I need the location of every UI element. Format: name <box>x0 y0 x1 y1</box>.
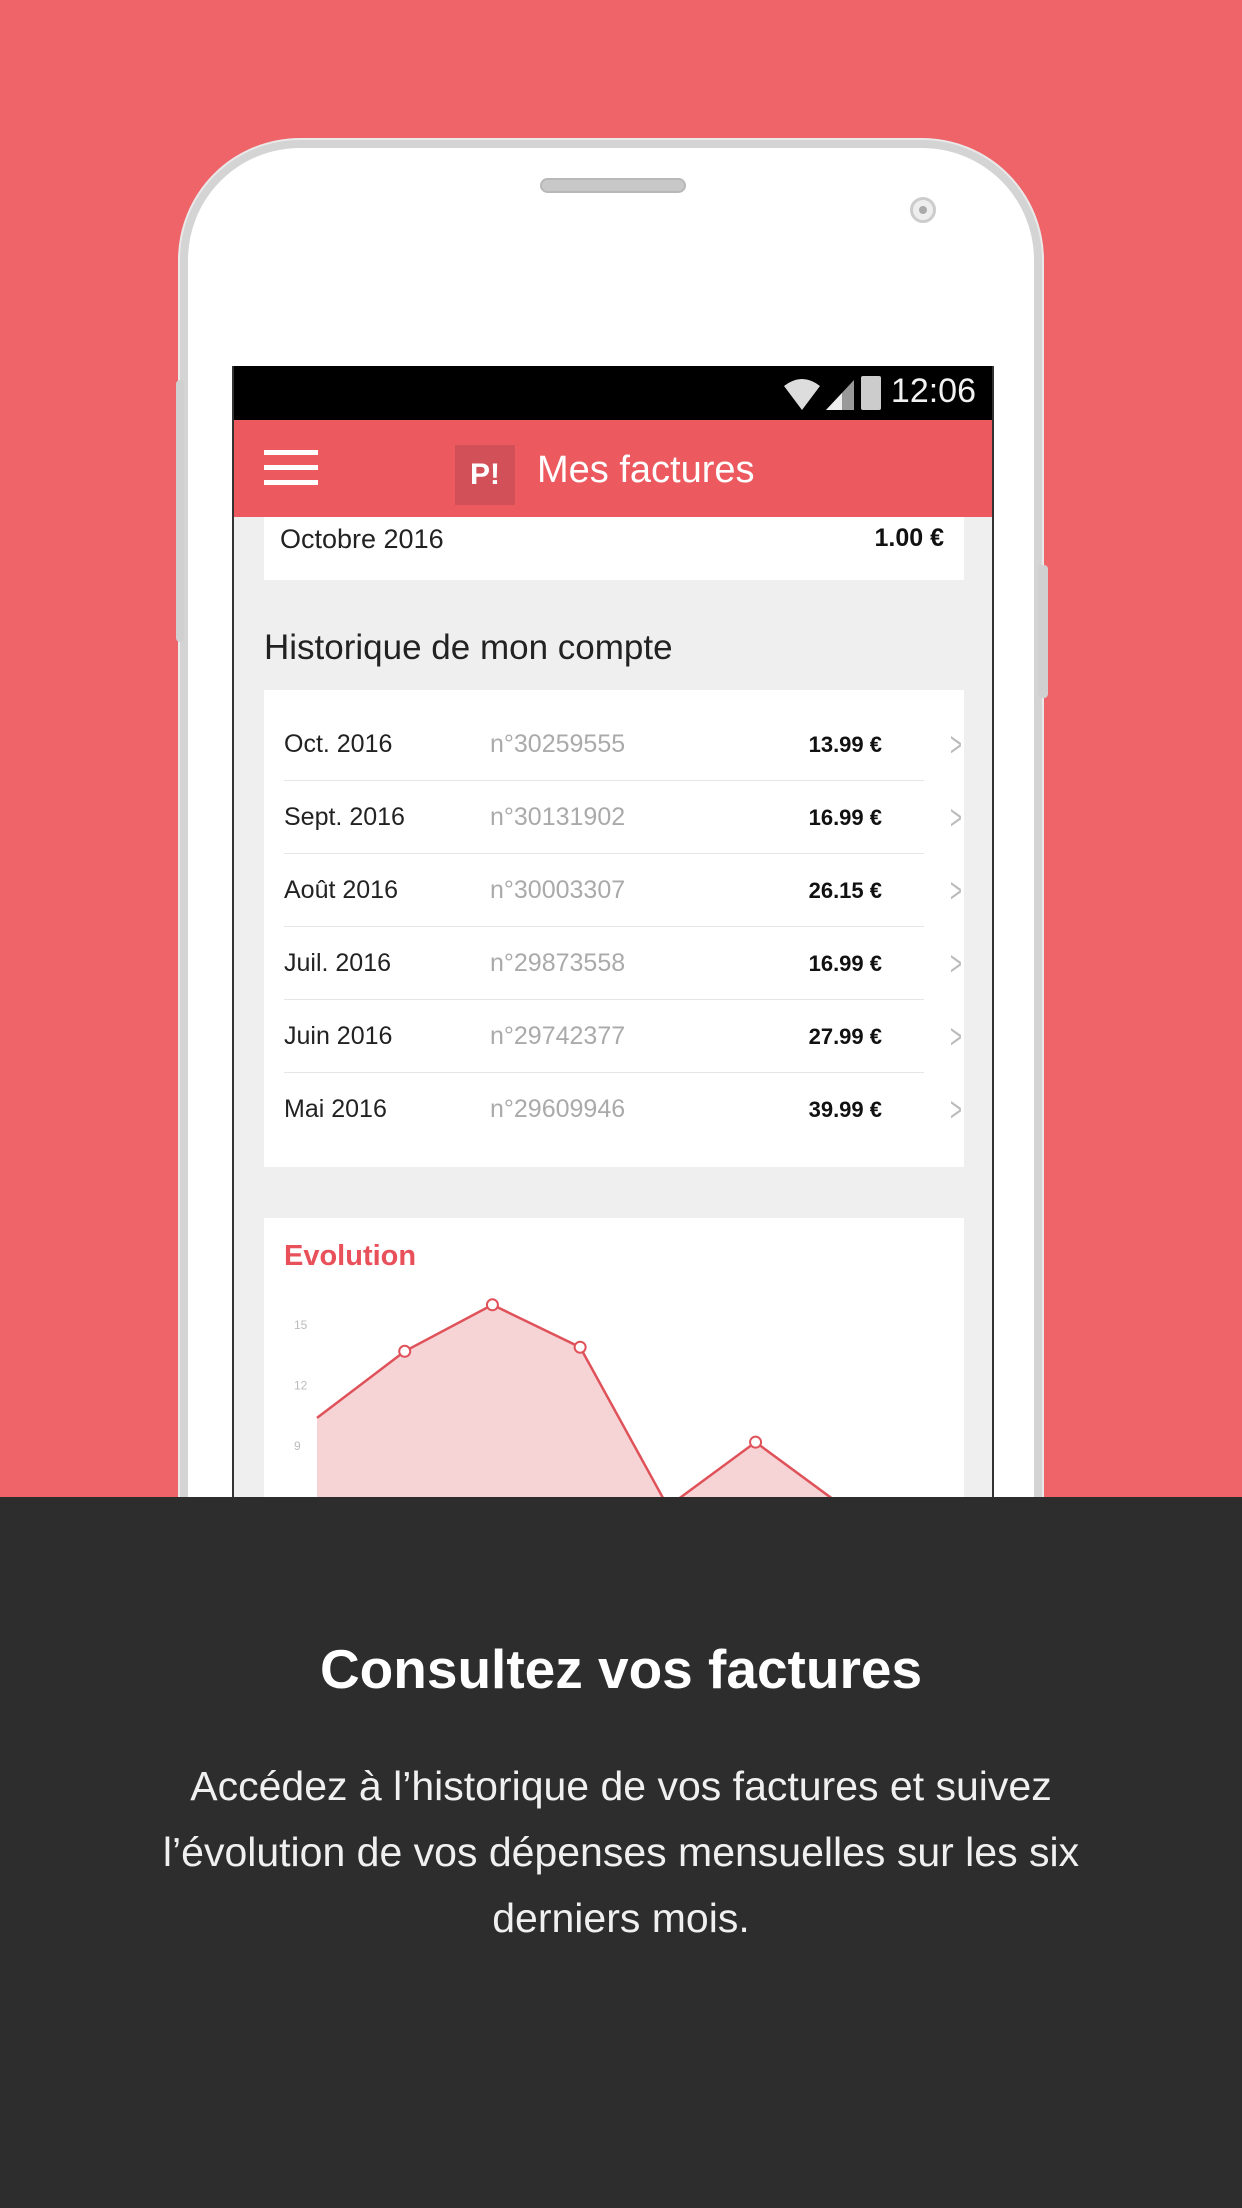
row-month: Sept. 2016 <box>284 803 405 831</box>
battery-icon <box>861 376 881 410</box>
chevron-right-icon: > <box>949 799 962 837</box>
status-bar: 12:06 <box>234 366 992 420</box>
history-row[interactable]: Sept. 2016 n°30131902 16.99 € > <box>284 781 962 854</box>
current-bill-month: Octobre 2016 <box>280 524 444 554</box>
data-point <box>573 1340 587 1354</box>
y-tick-label: 12 <box>294 1379 308 1393</box>
phone-volume-button <box>176 380 184 642</box>
series-line <box>316 1303 932 1509</box>
history-row[interactable]: Juil. 2016 n°29873558 16.99 € > <box>284 927 962 1000</box>
row-amount: 27.99 € <box>808 1024 882 1049</box>
history-row[interactable]: Mai 2016 n°29609946 39.99 € > <box>284 1073 962 1146</box>
app-bar: P! Mes factures <box>234 420 992 517</box>
data-point <box>485 1298 499 1312</box>
history-row[interactable]: Oct. 2016 n°30259555 13.99 € > <box>284 708 962 781</box>
y-tick-label: 9 <box>294 1439 301 1453</box>
history-row[interactable]: Juin 2016 n°29742377 27.99 € > <box>284 1000 962 1073</box>
row-amount: 16.99 € <box>808 951 882 976</box>
earpiece <box>540 178 686 193</box>
hamburger-icon[interactable] <box>264 450 318 486</box>
current-bill-card: Octobre 2016 1.00 € <box>264 517 964 580</box>
row-month: Juin 2016 <box>284 1022 393 1050</box>
row-month: Oct. 2016 <box>284 730 393 758</box>
row-invoice-number: n°29742377 <box>490 1022 626 1050</box>
history-row[interactable]: Août 2016 n°30003307 26.15 € > <box>284 854 962 927</box>
promo-line: derniers mois. <box>492 1895 750 1941</box>
row-invoice-number: n°29609946 <box>490 1095 626 1123</box>
chevron-right-icon: > <box>949 1091 962 1129</box>
data-point <box>749 1435 763 1449</box>
row-invoice-number: n°30259555 <box>490 730 626 758</box>
row-invoice-number: n°29873558 <box>490 949 626 977</box>
chevron-right-icon: > <box>949 1018 962 1056</box>
history-list: Oct. 2016 n°30259555 13.99 € > Sept. 2016… <box>264 690 964 1167</box>
promo-text: Accédez à l’historique de vos factures e… <box>0 1753 1242 1951</box>
wifi-signal-icon <box>784 379 854 410</box>
evolution-title: Evolution <box>284 1240 417 1272</box>
history-heading: Historique de mon compte <box>264 628 673 667</box>
page-title: Mes factures <box>537 449 755 491</box>
phone-power-button <box>1038 565 1048 698</box>
chevron-right-icon: > <box>949 945 962 983</box>
promo-title: Consultez vos factures <box>319 1638 923 1700</box>
row-month: Mai 2016 <box>284 1095 387 1123</box>
chevron-right-icon: > <box>949 726 962 764</box>
row-amount: 26.15 € <box>808 878 882 903</box>
promo-panel: Consultez vos factures Accédez à l’histo… <box>0 1497 1242 2208</box>
row-amount: 16.99 € <box>808 805 882 830</box>
clock: 12:06 <box>890 372 976 410</box>
row-month: Juil. 2016 <box>284 949 392 977</box>
row-amount: 13.99 € <box>808 732 882 757</box>
row-invoice-number: n°30131902 <box>490 803 626 831</box>
row-month: Août 2016 <box>284 876 398 904</box>
promo-line: Accédez à l’historique de vos factures e… <box>190 1763 1052 1809</box>
front-camera <box>910 197 936 223</box>
app-logo: P! <box>455 445 515 505</box>
promo-line: l’évolution de vos dépenses mensuelles s… <box>162 1829 1080 1875</box>
row-amount: 39.99 € <box>808 1097 882 1122</box>
data-point <box>398 1344 412 1358</box>
row-invoice-number: n°30003307 <box>490 876 626 904</box>
phone-screen: 12:06 P! Mes factures Octobre 2016 1.00 … <box>232 366 994 1566</box>
current-bill-amount: 1.00 € <box>874 524 944 552</box>
y-tick-label: 15 <box>294 1318 308 1332</box>
chevron-right-icon: > <box>949 872 962 910</box>
